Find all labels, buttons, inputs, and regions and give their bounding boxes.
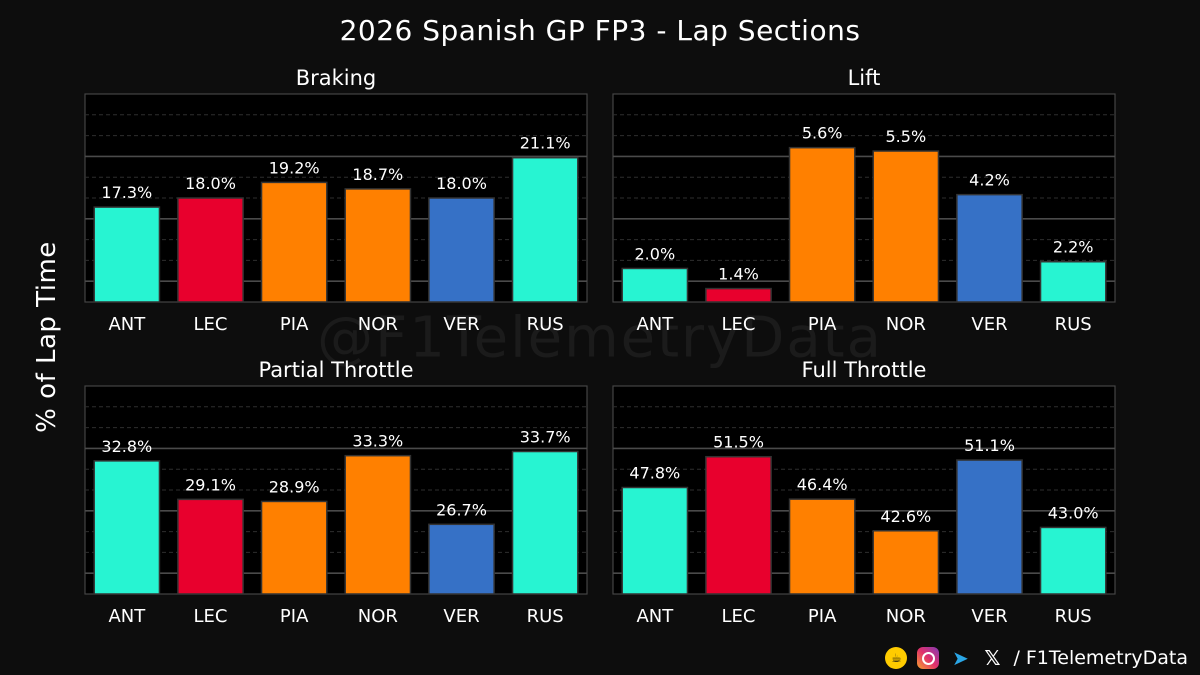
chart-title: Lift — [848, 66, 881, 90]
bar-pia — [260, 500, 328, 595]
data-label: 51.5% — [713, 433, 764, 452]
data-label: 5.5% — [886, 127, 927, 146]
bar-rus — [1039, 526, 1107, 595]
data-label: 2.2% — [1053, 238, 1094, 257]
bar-ant — [621, 486, 689, 595]
data-label: 32.8% — [101, 437, 152, 456]
x-tick-label: NOR — [358, 606, 398, 627]
data-label: 33.7% — [520, 428, 571, 447]
bar-ant — [93, 206, 161, 303]
x-tick-label: RUS — [527, 606, 564, 627]
bar-pia — [788, 498, 856, 595]
chart-title: Partial Throttle — [258, 358, 413, 382]
chart-title: Full Throttle — [802, 358, 927, 382]
x-tick-label: ANT — [108, 314, 146, 335]
data-label: 18.0% — [436, 174, 487, 193]
x-tick-label: VER — [443, 314, 479, 335]
bar-ver — [956, 459, 1023, 595]
chart-panel-4: Full Throttle 47.8% ANT 51.5% LEC 46.4% PIA 42.… — [612, 358, 1116, 627]
bar-ant — [621, 267, 689, 303]
x-tick-label: ANT — [108, 606, 146, 627]
chart-panel-1: Braking 17.3% ANT 18.0% LEC 19.2% PIA 18.7% NOR 1… — [84, 66, 588, 335]
bar-ant — [93, 460, 161, 595]
bar-nor — [344, 188, 412, 303]
footer-handle[interactable]: / F1TelemetryData — [1013, 647, 1188, 669]
x-tick-label: PIA — [280, 314, 309, 335]
bar-ver — [428, 197, 495, 303]
bar-lec — [705, 287, 772, 303]
plot-area — [612, 93, 1116, 303]
x-tick-label: VER — [971, 314, 1007, 335]
bar-nor — [872, 150, 940, 303]
x-tick-label: RUS — [1055, 314, 1092, 335]
page-title: 2026 Spanish GP FP3 - Lap Sections — [339, 14, 861, 47]
x-tick-label: PIA — [280, 606, 309, 627]
data-label: 1.4% — [718, 265, 759, 284]
x-tick-label: LEC — [194, 606, 228, 627]
x-tick-label: NOR — [358, 314, 398, 335]
kofi-icon[interactable]: ☕ — [885, 647, 908, 669]
x-tick-label: LEC — [722, 606, 756, 627]
data-label: 21.1% — [520, 134, 571, 153]
plot-area — [612, 385, 1116, 595]
x-tick-label: NOR — [886, 314, 926, 335]
x-tick-label: PIA — [808, 314, 837, 335]
x-tick-label: PIA — [808, 606, 837, 627]
bar-lec — [177, 197, 244, 303]
data-label: 28.9% — [269, 477, 320, 496]
telegram-icon[interactable]: ➤ — [952, 646, 969, 670]
data-label: 33.3% — [352, 432, 403, 451]
data-label: 17.3% — [101, 183, 152, 202]
x-tick-label: NOR — [886, 606, 926, 627]
data-label: 43.0% — [1048, 503, 1099, 522]
data-label: 42.6% — [880, 507, 931, 526]
x-icon[interactable]: 𝕏 — [984, 646, 1001, 670]
plot-area — [84, 93, 588, 303]
bar-lec — [177, 498, 244, 595]
data-label: 18.0% — [185, 174, 236, 193]
bar-lec — [705, 455, 772, 595]
x-tick-label: LEC — [194, 314, 228, 335]
data-label: 4.2% — [969, 171, 1010, 190]
x-tick-label: VER — [443, 606, 479, 627]
chart-panel-2: Lift 2.0% ANT 1.4% LEC 5.6% PIA 5.5% NOR 4.2% VER 2… — [612, 66, 1116, 335]
chart-title: Braking — [296, 66, 377, 90]
data-label: 5.6% — [802, 124, 843, 143]
data-label: 46.4% — [797, 475, 848, 494]
bar-pia — [260, 181, 328, 303]
x-tick-label: RUS — [1055, 606, 1092, 627]
data-label: 47.8% — [629, 464, 680, 483]
footer: ☕ ➤ 𝕏 / F1TelemetryData — [885, 645, 1188, 671]
bar-rus — [511, 450, 579, 595]
data-label: 51.1% — [964, 436, 1015, 455]
data-label: 26.7% — [436, 500, 487, 519]
bar-rus — [511, 156, 579, 303]
x-tick-label: VER — [971, 606, 1007, 627]
data-label: 18.7% — [352, 165, 403, 184]
bar-pia — [788, 146, 856, 303]
plot-area — [84, 385, 588, 595]
bar-nor — [872, 530, 940, 595]
data-label: 19.2% — [269, 158, 320, 177]
x-tick-label: RUS — [527, 314, 564, 335]
data-label: 29.1% — [185, 475, 236, 494]
x-tick-label: ANT — [636, 606, 674, 627]
bar-ver — [956, 193, 1023, 303]
data-label: 2.0% — [635, 244, 676, 263]
x-tick-label: LEC — [722, 314, 756, 335]
bar-nor — [344, 454, 412, 595]
bar-ver — [428, 523, 495, 595]
bar-rus — [1039, 260, 1107, 303]
instagram-icon[interactable] — [917, 647, 940, 669]
x-tick-label: ANT — [636, 314, 674, 335]
chart-panel-3: Partial Throttle 32.8% ANT 29.1% LEC 28.9% PIA… — [84, 358, 588, 627]
